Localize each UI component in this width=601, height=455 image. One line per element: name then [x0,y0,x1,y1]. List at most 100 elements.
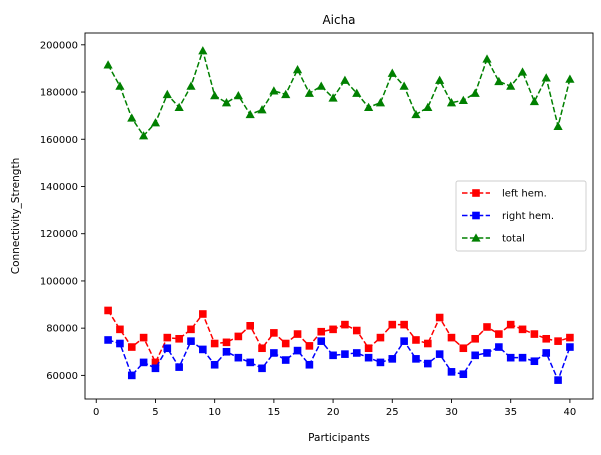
x-tick-label: 30 [445,407,458,418]
data-point [518,325,527,334]
y-tick-label: 160000 [40,135,78,146]
data-point [234,353,243,362]
data-point [483,323,491,331]
data-point [447,368,456,376]
data-point [400,320,408,329]
series-1 [104,336,574,384]
data-point [103,60,113,69]
data-point [470,88,480,97]
data-point [163,344,172,353]
y-tick-label: 60000 [46,371,78,382]
y-tick-label: 200000 [40,40,78,51]
data-point [139,358,148,367]
data-point [554,376,562,384]
y-tick-label: 140000 [40,182,78,193]
data-point [554,337,562,345]
data-point [341,350,349,358]
data-point [435,75,445,84]
data-point [187,337,195,345]
data-point [399,81,409,90]
data-point [139,333,148,342]
series-line [107,339,571,383]
x-tick-label: 25 [386,407,399,418]
data-point [270,329,278,337]
data-point [116,325,124,334]
data-point [541,73,551,82]
series-line [107,310,571,365]
data-point [566,343,574,351]
data-point [270,349,278,357]
legend-marker [472,189,480,197]
data-point [375,98,386,107]
chart-title: Aicha [322,13,355,27]
data-point [352,349,361,357]
data-point [329,325,337,334]
data-point [151,364,160,373]
data-point [104,336,112,344]
x-tick-label: 10 [208,407,221,418]
data-point [281,339,290,348]
y-tick-label: 80000 [46,324,78,335]
y-tick-label: 100000 [40,276,78,287]
data-point [542,334,551,343]
data-point [281,356,290,364]
x-tick-label: 5 [152,407,158,418]
data-point [566,333,574,342]
data-point [553,121,563,130]
data-point [293,346,302,355]
data-point [246,358,254,367]
data-point [175,363,183,371]
data-point [529,96,539,106]
data-point [352,326,361,335]
data-point [376,333,385,342]
data-point [329,351,337,360]
data-point [222,338,231,347]
x-tick-label: 20 [327,407,340,418]
data-point [364,344,373,353]
legend-label: right hem. [502,211,554,222]
data-point [364,353,373,362]
data-point [292,65,303,74]
series-0 [104,306,574,367]
data-point [162,89,172,99]
data-point [163,333,172,342]
data-point [246,322,254,330]
data-point [506,320,515,329]
data-point [293,330,302,338]
x-axis: 0 5 10 15 20 25 30 35 40 [93,399,576,418]
data-point [459,370,468,379]
data-point [506,81,516,90]
data-point [352,88,362,97]
data-point [317,337,326,345]
data-point [245,109,255,119]
data-point [115,81,125,90]
data-point [186,81,196,90]
data-point [471,334,479,343]
data-point [151,358,160,367]
data-point [198,46,208,55]
data-point [388,320,397,329]
x-axis-title: Participants [308,432,370,444]
data-point [258,364,266,373]
data-point [174,102,184,112]
data-point [400,337,408,345]
data-point [199,310,207,318]
x-tick-label: 0 [93,407,99,418]
data-point [435,350,444,358]
data-point [340,75,350,84]
data-point [411,109,421,119]
data-point [281,89,291,99]
data-point [127,343,136,351]
data-point [210,90,220,100]
legend-box [455,180,587,252]
data-point [127,371,136,380]
data-point [304,88,314,97]
x-tick-label: 15 [268,407,281,418]
data-point [305,360,314,369]
data-point [199,345,207,354]
data-point [495,330,503,338]
data-point [542,349,551,357]
data-point [424,339,432,348]
data-point [458,95,468,104]
data-point [305,342,314,350]
